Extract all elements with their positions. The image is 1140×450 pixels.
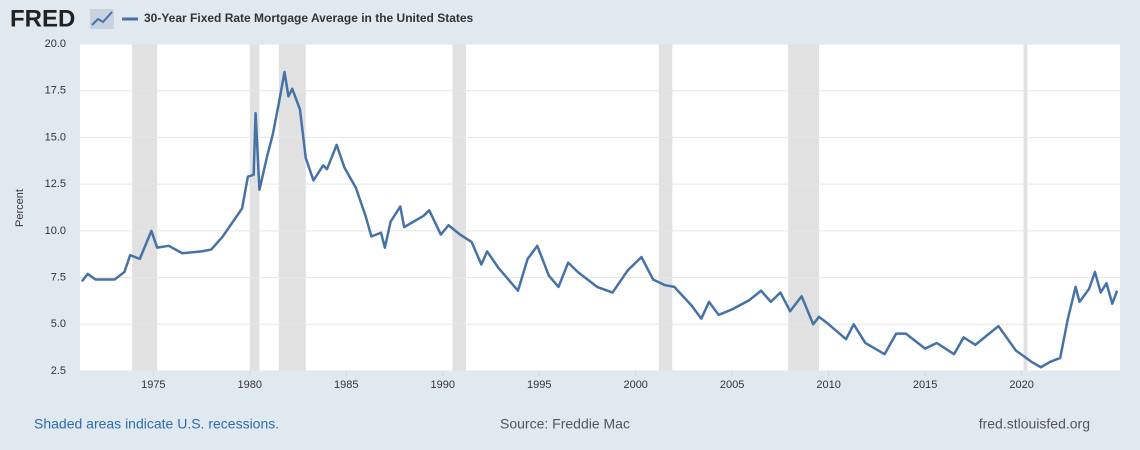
recession-band — [278, 44, 306, 371]
legend-label: 30-Year Fixed Rate Mortgage Average in t… — [144, 11, 474, 25]
x-tick-label: 1975 — [141, 379, 165, 391]
x-tick-label: 1985 — [334, 379, 358, 391]
recession-band — [452, 44, 466, 371]
x-tick-label: 2005 — [720, 379, 744, 391]
series-line — [80, 70, 1119, 369]
x-tick-label: 2015 — [913, 379, 937, 391]
x-tick-label: 2000 — [623, 379, 647, 391]
logo-icon-line — [91, 11, 113, 26]
recession-note[interactable]: Shaded areas indicate U.S. recessions. — [34, 416, 279, 432]
y-axis-label: Percent — [14, 189, 26, 227]
recession-band — [249, 44, 260, 371]
recession-band — [132, 44, 158, 371]
recession-band — [788, 44, 819, 371]
site-url[interactable]: fred.stlouisfed.org — [979, 416, 1090, 432]
plot-area — [80, 44, 1120, 371]
y-tick-label: 12.5 — [45, 178, 66, 190]
y-tick-label: 10.0 — [45, 225, 66, 237]
y-tick-label: 17.5 — [45, 85, 66, 97]
logo: FRED — [10, 5, 75, 32]
x-tick-label: 1995 — [527, 379, 551, 391]
x-tick-label: 2020 — [1009, 379, 1033, 391]
recession-band — [1023, 44, 1028, 371]
source: Source: Freddie Mac — [500, 416, 630, 432]
x-tick-label: 2010 — [816, 379, 840, 391]
logo-icon — [90, 9, 114, 29]
recession-band — [658, 44, 673, 371]
x-tick-label: 1980 — [238, 379, 262, 391]
y-tick-label: 15.0 — [45, 131, 66, 143]
y-tick-label: 2.5 — [51, 365, 66, 377]
y-tick-label: 7.5 — [51, 271, 66, 283]
x-tick-label: 1990 — [431, 379, 455, 391]
y-tick-label: 5.0 — [51, 318, 66, 330]
y-tick-label: 20.0 — [45, 38, 66, 50]
